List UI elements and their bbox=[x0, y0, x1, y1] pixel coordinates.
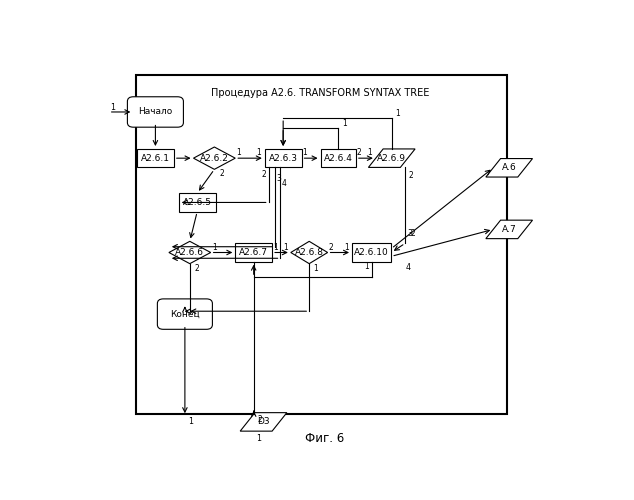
Text: 1: 1 bbox=[188, 418, 193, 426]
Text: 1: 1 bbox=[256, 434, 261, 442]
Text: 3: 3 bbox=[408, 229, 413, 238]
FancyBboxPatch shape bbox=[352, 244, 391, 262]
Text: Фиг. 6: Фиг. 6 bbox=[306, 432, 344, 444]
Text: 4: 4 bbox=[406, 264, 411, 272]
Text: D3: D3 bbox=[257, 418, 270, 426]
Text: 1: 1 bbox=[236, 148, 241, 157]
Text: А.6: А.6 bbox=[501, 164, 517, 172]
Text: 3: 3 bbox=[276, 174, 281, 184]
Text: А2.6.1: А2.6.1 bbox=[141, 154, 170, 162]
Polygon shape bbox=[486, 220, 533, 238]
Text: 1: 1 bbox=[365, 262, 369, 271]
Text: Начало: Начало bbox=[138, 108, 172, 116]
FancyBboxPatch shape bbox=[179, 193, 216, 212]
FancyBboxPatch shape bbox=[235, 244, 272, 262]
Text: 1: 1 bbox=[257, 148, 261, 157]
FancyBboxPatch shape bbox=[137, 149, 174, 168]
Text: 1: 1 bbox=[273, 242, 278, 252]
Polygon shape bbox=[240, 412, 287, 431]
Text: А2.6.4: А2.6.4 bbox=[324, 154, 353, 162]
Polygon shape bbox=[169, 242, 210, 264]
Text: А.7: А.7 bbox=[501, 225, 517, 234]
FancyBboxPatch shape bbox=[265, 149, 302, 168]
Text: А2.6.2: А2.6.2 bbox=[200, 154, 229, 162]
Text: 1: 1 bbox=[342, 118, 346, 128]
Text: 2: 2 bbox=[257, 416, 262, 424]
Text: 2: 2 bbox=[410, 229, 415, 238]
Text: А2.6.6: А2.6.6 bbox=[176, 248, 204, 257]
Text: 2: 2 bbox=[409, 170, 413, 179]
Text: 1: 1 bbox=[313, 264, 318, 273]
Text: А2.6.8: А2.6.8 bbox=[295, 248, 324, 257]
FancyBboxPatch shape bbox=[136, 76, 507, 414]
Polygon shape bbox=[291, 242, 328, 264]
Polygon shape bbox=[368, 149, 415, 168]
Text: 2: 2 bbox=[194, 264, 199, 273]
Text: 2: 2 bbox=[357, 148, 361, 158]
Text: 1: 1 bbox=[395, 109, 400, 118]
Text: 1: 1 bbox=[283, 242, 288, 252]
Text: 1: 1 bbox=[345, 242, 349, 252]
Text: А2.6.10: А2.6.10 bbox=[354, 248, 389, 257]
Text: 2: 2 bbox=[261, 170, 266, 179]
Text: 2: 2 bbox=[219, 170, 224, 178]
Text: 2: 2 bbox=[328, 242, 333, 252]
FancyBboxPatch shape bbox=[127, 97, 183, 127]
Text: Процедура A2.6. TRANSFORM SYNTAX TREE: Процедура A2.6. TRANSFORM SYNTAX TREE bbox=[211, 88, 429, 98]
FancyBboxPatch shape bbox=[321, 149, 356, 168]
Text: 1: 1 bbox=[368, 148, 372, 158]
Text: 1: 1 bbox=[110, 103, 115, 112]
Text: 4: 4 bbox=[282, 179, 287, 188]
Text: А2.6.5: А2.6.5 bbox=[183, 198, 212, 207]
Text: А2.6.9: А2.6.9 bbox=[377, 154, 406, 162]
FancyBboxPatch shape bbox=[157, 299, 212, 330]
Text: 1: 1 bbox=[212, 242, 216, 252]
Text: Конец: Конец bbox=[170, 310, 200, 318]
Text: А2.6.7: А2.6.7 bbox=[239, 248, 268, 257]
Polygon shape bbox=[193, 147, 235, 170]
Text: А2.6.3: А2.6.3 bbox=[269, 154, 297, 162]
Polygon shape bbox=[486, 158, 533, 177]
Text: 1: 1 bbox=[302, 148, 307, 158]
